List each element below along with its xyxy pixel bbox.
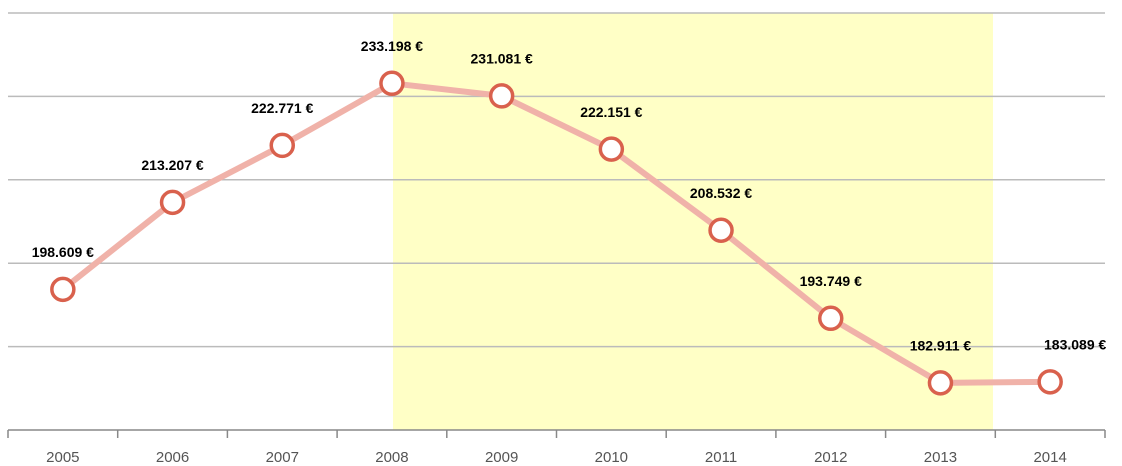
value-label: 233.198 € xyxy=(361,38,423,54)
x-tick-label: 2011 xyxy=(705,449,737,466)
highlight-band xyxy=(393,13,993,430)
marker xyxy=(818,305,844,332)
x-tick-label: 2010 xyxy=(595,449,628,466)
marker xyxy=(379,70,405,97)
value-label: 198.609 € xyxy=(32,244,94,260)
marker xyxy=(708,217,734,243)
marker xyxy=(927,370,954,396)
marker xyxy=(50,276,76,303)
x-tick-label: 2008 xyxy=(375,449,408,466)
marker xyxy=(269,132,295,159)
value-label: 222.771 € xyxy=(251,100,313,116)
marker xyxy=(598,136,625,162)
value-label: 183.089 € xyxy=(1044,337,1106,353)
x-tick-label: 2009 xyxy=(485,449,518,466)
marker xyxy=(159,189,186,216)
x-tick-label: 2005 xyxy=(46,449,79,466)
x-tick-label: 2007 xyxy=(266,449,299,466)
value-label: 213.207 € xyxy=(141,157,203,173)
line xyxy=(60,80,1051,386)
marker xyxy=(488,83,515,109)
value-label: 182.911 € xyxy=(910,338,972,354)
x-tick-label: 2006 xyxy=(156,449,189,466)
marker xyxy=(1037,369,1063,395)
value-label: 208.532 € xyxy=(690,185,752,201)
value-label: 222.151 € xyxy=(580,104,642,120)
x-tick-label: 2014 xyxy=(1033,449,1066,466)
value-label: 193.749 € xyxy=(800,273,862,289)
x-tick-label: 2013 xyxy=(924,449,957,466)
value-label: 231.081 € xyxy=(471,51,533,67)
x-tick-label: 2012 xyxy=(814,449,847,466)
